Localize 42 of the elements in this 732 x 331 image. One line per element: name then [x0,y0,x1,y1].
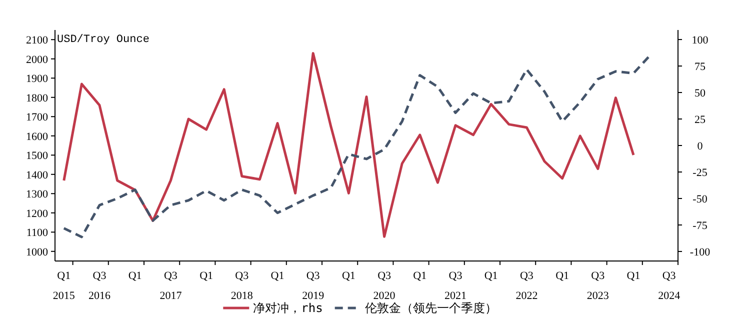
y2-tick-label: -50 [692,193,708,206]
x-tick-label: Q3 2019 [302,270,325,302]
x-tick-label: Q1 [484,270,498,282]
x-tick-label: Q3 2022 [516,270,538,302]
x-tick-label: Q1 [556,270,570,282]
y2-tick-label: 0 [697,140,704,152]
y-tick-label: 1300 [26,188,48,201]
y-tick-label: 1700 [26,112,48,124]
x-tick-label: Q1 [413,270,427,282]
y-tick-label: 2000 [26,54,48,66]
y2-tick-label: 25 [694,114,706,126]
legend-label: 伦敦金（领先一个季度） [364,301,497,315]
x-tick-label: Q1 [342,270,356,282]
y2-tick-label: 75 [694,61,706,74]
x-tick-label: Q1 [270,270,284,282]
x-tick-label: Q1 [200,270,214,282]
x-tick-label: Q3 2021 [444,270,466,302]
x-tick-label: Q3 2017 [160,270,182,302]
y-tick-label: 1500 [26,150,48,162]
x-tick-label: Q3 2023 [586,270,610,302]
y-tick-label: 2100 [26,34,48,47]
y-tick-label: 1400 [26,169,48,182]
x-tick-label: Q3 2018 [230,270,254,302]
y2-tick-label: -25 [692,166,708,179]
legend-label: 净对冲，rhs [253,301,323,315]
x-tick-label: Q3 2016 [88,270,111,302]
x-tick-label: Q1 [626,270,640,282]
y-tick-label: 1100 [26,227,48,240]
y-tick-label: 1000 [26,246,48,258]
y-tick-label: 1800 [26,92,48,104]
x-tick-label: Q1 2015 [52,270,76,302]
y-tick-label: 1900 [26,73,48,86]
y-tick-label: 1200 [26,208,48,220]
y2-tick-label: -100 [690,246,711,258]
y2-tick-label: 50 [694,88,706,100]
y-axis-title: USD/Troy Ounce [57,34,150,46]
x-tick-label: Q3 2024 [658,270,681,302]
y-tick-label: 1600 [26,130,48,143]
x-tick-label: Q3 2020 [373,270,396,302]
y2-tick-label: -75 [692,220,708,232]
y2-tick-label: 100 [692,34,709,47]
x-tick-label: Q1 [128,270,142,282]
